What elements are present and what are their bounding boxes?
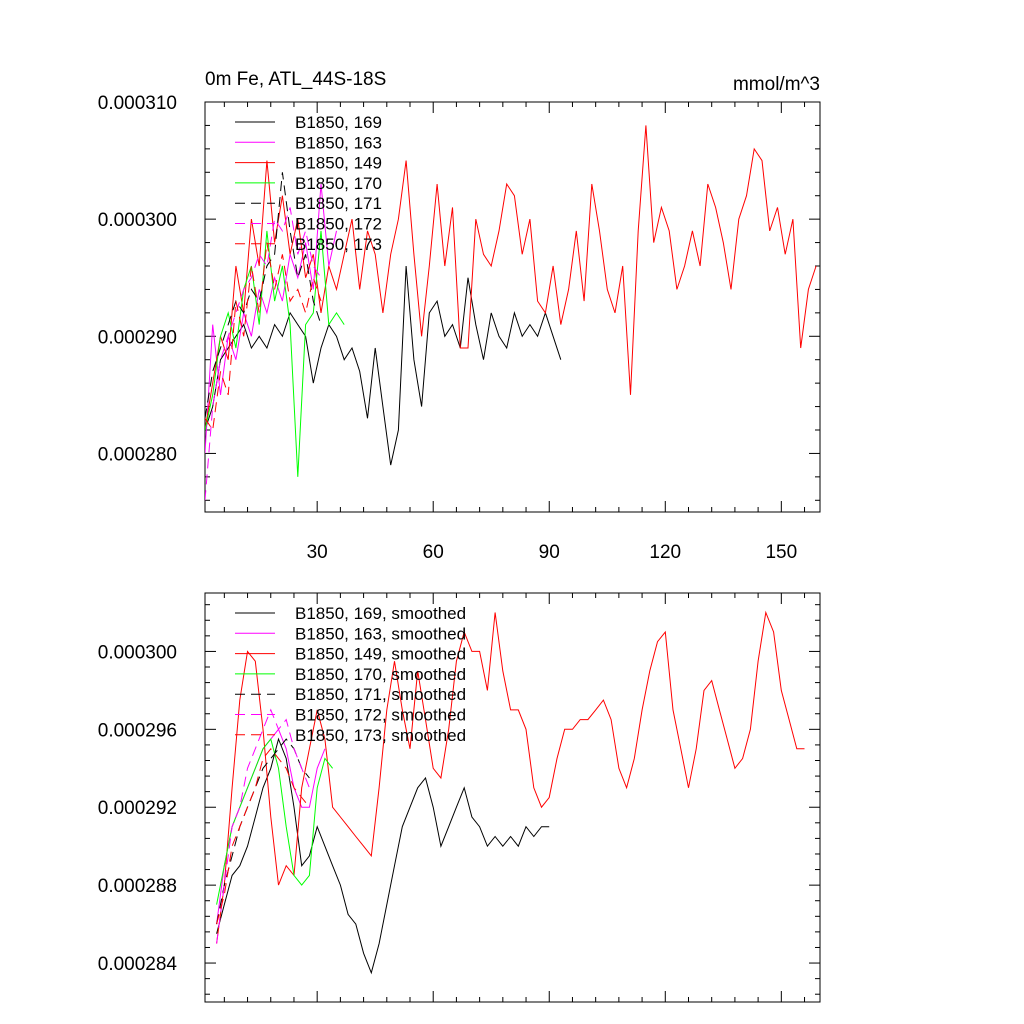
legend-label: B1850, 173 [295, 235, 382, 254]
legend-label: B1850, 171, smoothed [295, 685, 466, 704]
y-tick-label: 0.000300 [98, 642, 177, 663]
top-panel: 0.000280 0.000290 0.000300 0.000310 30 60 90 12… [98, 69, 821, 563]
legend-label: B1850, 171 [295, 194, 382, 213]
legend-label: B1850, 149 [295, 154, 382, 173]
series-line [216, 708, 310, 944]
y-tick-label: 0.000284 [98, 954, 178, 975]
legend-label: B1850, 173, smoothed [295, 726, 466, 745]
legend-label: B1850, 163, smoothed [295, 624, 466, 643]
series-line [205, 265, 562, 466]
series-line [216, 747, 310, 925]
chart-title: 0m Fe, ATL_44S-18S [205, 69, 386, 90]
y-tick-label: 0.000288 [98, 876, 177, 897]
series-line [205, 230, 345, 477]
y-tick-label: 0.000310 [98, 93, 177, 114]
series-line [216, 610, 805, 944]
series-group [205, 125, 817, 501]
units-label: mmol/m^3 [733, 74, 820, 95]
plot-frame [204, 101, 821, 513]
legend-label: B1850, 149, smoothed [295, 645, 466, 664]
legend-label: B1850, 170, smoothed [295, 665, 466, 684]
x-tick-label: 150 [765, 542, 797, 563]
series-line [205, 172, 322, 419]
y-tick-label: 0.000290 [98, 327, 177, 348]
y-tick-label: 0.000296 [98, 720, 177, 741]
x-tick-label: 60 [423, 542, 444, 563]
x-tick-label: 120 [649, 542, 681, 563]
plot-frame [204, 592, 821, 1003]
y-tick-label: 0.000292 [98, 798, 177, 819]
legend-label: B1850, 170 [295, 174, 382, 193]
series-line [216, 737, 550, 975]
series-line [205, 125, 817, 431]
legend-label: B1850, 169, smoothed [295, 604, 466, 623]
x-tick-label: 90 [539, 542, 560, 563]
legend-label: B1850, 172 [295, 215, 382, 234]
y-tick-label: 0.000300 [98, 210, 177, 231]
series-line [205, 183, 337, 454]
legend-label: B1850, 169 [295, 113, 382, 132]
series-line [205, 242, 322, 432]
y-tick-label: 0.000280 [98, 444, 177, 465]
legend-label: B1850, 172, smoothed [295, 706, 466, 725]
bottom-panel: 0.000284 0.000288 0.000292 0.000296 0.000300… [98, 592, 821, 1003]
series-line [205, 207, 322, 501]
legend-label: B1850, 163 [295, 133, 382, 152]
x-tick-label: 30 [307, 542, 328, 563]
series-group [216, 610, 805, 975]
